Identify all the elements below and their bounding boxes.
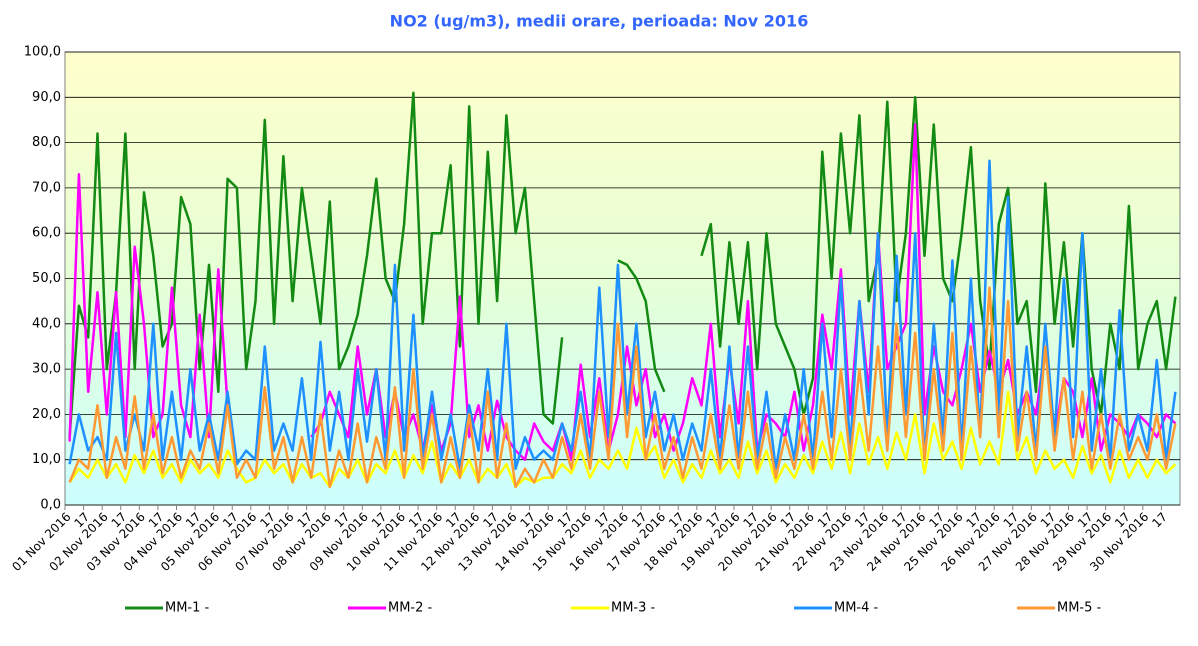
y-tick-label: 0,0 bbox=[40, 498, 61, 513]
legend-label: MM-2 - bbox=[388, 601, 433, 616]
y-tick-label: 20,0 bbox=[32, 407, 61, 422]
y-tick-label: 100,0 bbox=[24, 45, 61, 60]
series-line bbox=[68, 390, 1177, 489]
series-line bbox=[68, 91, 1177, 438]
y-tick-label: 40,0 bbox=[32, 316, 61, 331]
y-tick-label: 90,0 bbox=[32, 90, 61, 105]
chart-title: NO2 (ug/m3), medii orare, perioada: Nov … bbox=[390, 12, 809, 31]
x-tick-label: 17 bbox=[1149, 510, 1170, 531]
legend-label: MM-4 - bbox=[834, 601, 879, 616]
y-tick-label: 70,0 bbox=[32, 180, 61, 195]
series-line bbox=[68, 286, 1177, 489]
y-tick-label: 30,0 bbox=[32, 362, 61, 377]
legend-label: MM-3 - bbox=[611, 601, 656, 616]
legend-label: MM-1 - bbox=[165, 601, 210, 616]
legend-label: MM-5 - bbox=[1057, 601, 1102, 616]
series-line bbox=[68, 159, 1177, 471]
y-tick-label: 80,0 bbox=[32, 135, 61, 150]
y-tick-label: 50,0 bbox=[32, 271, 61, 286]
y-tick-label: 10,0 bbox=[32, 452, 61, 467]
y-tick-label: 60,0 bbox=[32, 226, 61, 241]
